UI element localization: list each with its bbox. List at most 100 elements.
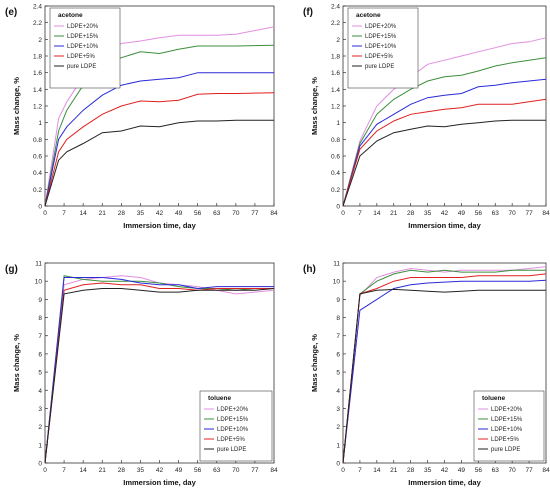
legend-entry: LDPE+5% [365, 54, 394, 60]
y-tick-label: 1.2 [331, 104, 340, 111]
x-tick-label: 56 [475, 467, 483, 474]
legend-entry: LDPE+10% [365, 44, 397, 50]
panel-e: (e) 0 0.2 0.4 0.6 0.8 1 1.2 1.4 1.6 1.8 2 2.2 2.4 0 7 14… [5, 4, 278, 231]
y-tick-label: 5 [38, 370, 42, 377]
x-tick-label: 56 [194, 210, 202, 217]
y-tick-label: 1.8 [331, 54, 340, 61]
y-tick-label: 2 [38, 424, 42, 431]
x-tick-label: 49 [175, 210, 183, 217]
legend-title: acetone [58, 12, 83, 19]
x-tick-label: 21 [390, 210, 398, 217]
y-tick-label: 0 [38, 461, 42, 468]
series-line-3 [342, 78, 547, 207]
y-tick-label: 1 [38, 120, 42, 127]
x-axis-label: Immersion time, day [408, 478, 481, 487]
series-line-2 [44, 44, 275, 207]
x-tick-label: 84 [542, 210, 550, 217]
y-tick-label: 10 [333, 279, 341, 286]
legend-entry: LDPE+15% [217, 417, 249, 423]
x-tick-label: 84 [270, 210, 278, 217]
x-tick-label: 21 [99, 210, 107, 217]
legend-entry: LDPE+10% [67, 44, 99, 50]
x-tick-label: 70 [509, 210, 517, 217]
x-tick-label: 49 [175, 467, 183, 474]
y-tick-label: 3 [38, 406, 42, 413]
series-line-5 [44, 119, 274, 207]
y-tick-label: 6 [38, 351, 42, 358]
y-tick-label: 2 [336, 424, 340, 431]
y-axis-label: Mass change, % [12, 77, 21, 135]
x-tick-label: 42 [441, 210, 449, 217]
x-tick-label: 14 [373, 210, 381, 217]
series-line-3 [44, 277, 274, 464]
x-tick-label: 63 [213, 467, 221, 474]
x-tick-label: 63 [492, 210, 500, 217]
y-tick-label: 11 [35, 261, 42, 268]
legend-title: toluene [208, 395, 231, 402]
panel-f: (f) 0 0.2 0.4 0.6 0.8 1 1.2 1.4 1.6 1.8 2 2.2 2.4 0 7 14… [303, 4, 550, 231]
legend-entry: pure LDPE [365, 64, 394, 70]
x-tick-label: 7 [62, 467, 66, 474]
x-axis-label: Immersion time, day [123, 221, 196, 230]
x-tick-label: 77 [525, 467, 533, 474]
x-tick-label: 84 [542, 467, 550, 474]
y-tick-label: 6 [336, 351, 340, 358]
y-tick-label: 0.2 [331, 187, 340, 194]
series-line-2 [342, 57, 547, 207]
x-axis-label: Immersion time, day [408, 221, 481, 230]
legend-entry: LDPE+20% [365, 24, 397, 30]
legend-entry: LDPE+15% [365, 34, 397, 40]
legend: toluene LDPE+20% LDPE+15% LDPE+10% LDPE+5% pu… [199, 390, 273, 462]
series-line-2 [342, 269, 546, 464]
y-tick-label: 0.6 [331, 154, 340, 161]
panel-label: (f) [303, 7, 313, 18]
y-tick-label: 1 [336, 120, 340, 127]
y-tick-label: 7 [336, 333, 340, 340]
y-tick-label: 0.8 [33, 137, 42, 144]
x-tick-label: 77 [525, 210, 533, 217]
y-tick-label: 2 [38, 37, 42, 44]
x-tick-label: 21 [390, 467, 398, 474]
x-tick-label: 21 [99, 467, 107, 474]
panel-label: (g) [5, 264, 18, 275]
x-tick-label: 28 [118, 467, 126, 474]
panel-label: (e) [5, 7, 17, 18]
x-tick-label: 0 [43, 210, 47, 217]
x-tick-label: 56 [194, 467, 202, 474]
y-tick-label: 2.4 [33, 4, 42, 11]
legend-entry: LDPE+5% [67, 54, 96, 60]
legend-entry: pure LDPE [67, 64, 96, 70]
x-tick-label: 28 [407, 467, 415, 474]
legend-entry: LDPE+20% [67, 24, 99, 30]
y-tick-label: 2.2 [331, 20, 340, 27]
x-tick-label: 70 [509, 467, 517, 474]
x-tick-label: 35 [424, 467, 432, 474]
y-tick-label: 4 [336, 388, 340, 395]
y-tick-label: 2.2 [33, 20, 42, 27]
series-line-5 [44, 288, 275, 464]
x-tick-label: 35 [424, 210, 432, 217]
legend-entry: LDPE+20% [217, 407, 249, 413]
legend-entry: LDPE+10% [217, 427, 249, 433]
legend-entry: LDPE+10% [491, 427, 523, 433]
legend-entry: LDPE+5% [491, 437, 520, 443]
series-line-4 [342, 273, 547, 464]
y-tick-label: 0.4 [33, 170, 42, 177]
x-axis-label: Immersion time, day [123, 478, 196, 487]
y-tick-label: 0.6 [33, 154, 42, 161]
x-tick-label: 35 [137, 467, 145, 474]
legend-title: acetone [356, 12, 381, 19]
x-tick-label: 49 [458, 210, 466, 217]
y-tick-label: 10 [35, 279, 43, 286]
y-tick-label: 0.2 [33, 187, 42, 194]
legend-entry: LDPE+15% [491, 417, 523, 423]
x-tick-label: 28 [407, 210, 415, 217]
x-tick-label: 77 [251, 467, 259, 474]
series-line-3 [44, 72, 274, 207]
legend: toluene LDPE+20% LDPE+15% LDPE+10% LDPE+5% pu… [473, 390, 545, 462]
series-line-1 [44, 26, 275, 207]
legend: acetone LDPE+20% LDPE+15% LDPE+10% LDPE+5% pu… [347, 7, 419, 89]
y-tick-label: 0.8 [331, 137, 340, 144]
legend-entry: LDPE+5% [217, 437, 246, 443]
